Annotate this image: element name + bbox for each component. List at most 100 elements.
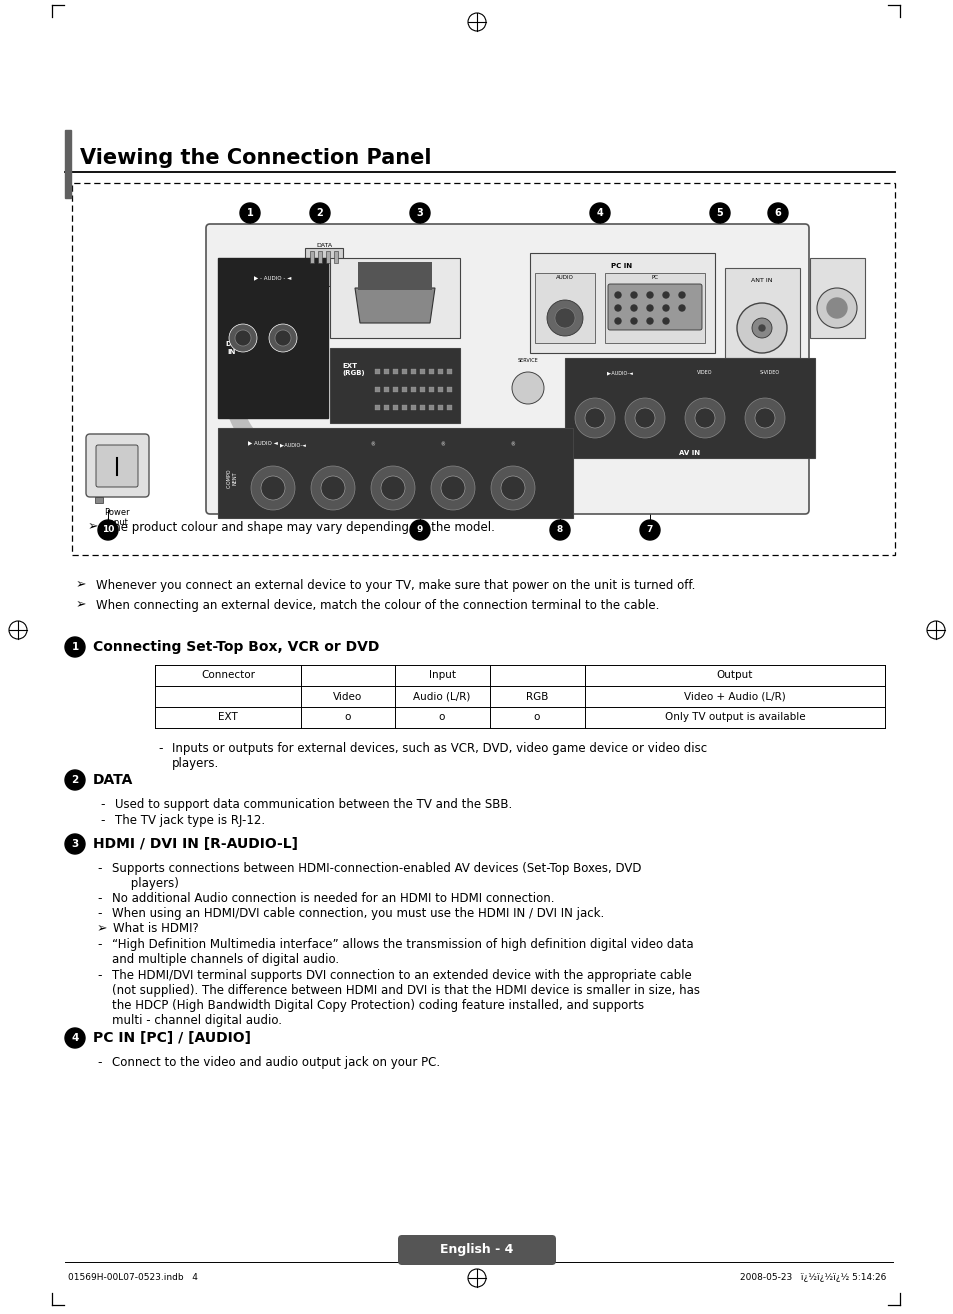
Bar xyxy=(419,369,424,374)
Text: Used to support data communication between the TV and the SBB.: Used to support data communication betwe… xyxy=(115,798,512,811)
Text: Video: Video xyxy=(333,691,362,702)
Text: the HDCP (High Bandwidth Digital Copy Protection) coding feature installed, and : the HDCP (High Bandwidth Digital Copy Pr… xyxy=(112,999,643,1012)
Text: “High Definition Multimedia interface” allows the transmission of high definitio: “High Definition Multimedia interface” a… xyxy=(112,938,693,951)
Text: HDMI/DVI IN: HDMI/DVI IN xyxy=(368,265,421,275)
Circle shape xyxy=(709,202,729,223)
Circle shape xyxy=(646,292,652,298)
Bar xyxy=(393,405,397,410)
Text: Input: Input xyxy=(429,670,456,681)
Circle shape xyxy=(751,318,771,338)
Polygon shape xyxy=(355,288,435,323)
Text: ®: ® xyxy=(510,442,515,447)
Circle shape xyxy=(754,409,774,428)
Text: RGB: RGB xyxy=(525,691,548,702)
Text: DVI
IN: DVI IN xyxy=(225,342,238,355)
Bar xyxy=(375,388,379,392)
Text: -: - xyxy=(97,907,101,920)
Text: ANT IN: ANT IN xyxy=(750,279,772,283)
Text: 5: 5 xyxy=(716,208,722,218)
Text: EXT
(RGB): EXT (RGB) xyxy=(341,363,364,376)
Bar xyxy=(384,369,389,374)
Text: 7: 7 xyxy=(646,526,653,535)
Circle shape xyxy=(684,398,724,438)
Text: AV IN: AV IN xyxy=(679,449,700,456)
Bar xyxy=(447,369,452,374)
Text: The HDMI/DVI terminal supports DVI connection to an extended device with the app: The HDMI/DVI terminal supports DVI conne… xyxy=(112,968,691,982)
Text: -: - xyxy=(97,968,101,982)
Bar xyxy=(375,369,379,374)
Circle shape xyxy=(431,466,475,510)
Bar xyxy=(218,428,573,518)
Text: -: - xyxy=(97,938,101,951)
Text: Only TV output is available: Only TV output is available xyxy=(664,712,804,723)
Circle shape xyxy=(320,476,345,501)
Circle shape xyxy=(639,520,659,540)
Text: multi - channel digital audio.: multi - channel digital audio. xyxy=(112,1014,282,1028)
Text: Supports connections between HDMI-connection-enabled AV devices (Set-Top Boxes, : Supports connections between HDMI-connec… xyxy=(112,862,640,875)
Text: No additional Audio connection is needed for an HDMI to HDMI connection.: No additional Audio connection is needed… xyxy=(112,892,554,905)
Text: S-VIDEO: S-VIDEO xyxy=(760,371,780,374)
Circle shape xyxy=(491,466,535,510)
Text: Connect to the video and audio output jack on your PC.: Connect to the video and audio output ja… xyxy=(112,1056,439,1070)
Text: When using an HDMI/DVI cable connection, you must use the HDMI IN / DVI IN jack.: When using an HDMI/DVI cable connection,… xyxy=(112,907,603,920)
Circle shape xyxy=(630,292,637,298)
Text: ➢: ➢ xyxy=(88,520,98,533)
Bar xyxy=(419,388,424,392)
Circle shape xyxy=(662,318,668,325)
Text: -: - xyxy=(97,862,101,875)
Circle shape xyxy=(274,330,291,346)
Bar xyxy=(330,258,459,338)
Circle shape xyxy=(546,300,582,336)
Text: 1: 1 xyxy=(247,208,253,218)
Text: When connecting an external device, match the colour of the connection terminal : When connecting an external device, matc… xyxy=(96,598,659,611)
Text: What is HDMI?: What is HDMI? xyxy=(112,922,198,936)
Text: VIDEO: VIDEO xyxy=(697,371,712,374)
Circle shape xyxy=(229,325,256,352)
Bar xyxy=(375,405,379,410)
Bar xyxy=(305,248,343,286)
Circle shape xyxy=(410,202,430,223)
Text: 4: 4 xyxy=(71,1033,78,1043)
Text: AUDIO: AUDIO xyxy=(556,275,574,280)
Circle shape xyxy=(615,318,620,325)
Text: players.: players. xyxy=(172,757,219,770)
Circle shape xyxy=(584,409,604,428)
Circle shape xyxy=(635,409,655,428)
Text: 3: 3 xyxy=(71,840,78,849)
Text: Whenever you connect an external device to your TV, make sure that power on the : Whenever you connect an external device … xyxy=(96,578,695,591)
Text: The TV jack type is RJ-12.: The TV jack type is RJ-12. xyxy=(115,813,265,827)
Bar xyxy=(447,388,452,392)
Text: Video + Audio (L/R): Video + Audio (L/R) xyxy=(683,691,785,702)
Circle shape xyxy=(311,466,355,510)
Bar xyxy=(334,251,337,263)
Text: -: - xyxy=(100,813,105,827)
Circle shape xyxy=(624,398,664,438)
Text: -: - xyxy=(158,742,162,756)
Circle shape xyxy=(65,1028,85,1049)
Circle shape xyxy=(646,318,652,325)
Bar xyxy=(357,261,432,290)
Text: Viewing the Connection Panel: Viewing the Connection Panel xyxy=(80,148,431,168)
Circle shape xyxy=(759,325,764,331)
Bar xyxy=(384,388,389,392)
Bar xyxy=(411,388,416,392)
Bar xyxy=(429,388,434,392)
Bar xyxy=(447,405,452,410)
Circle shape xyxy=(380,476,405,501)
Bar xyxy=(437,405,442,410)
Bar xyxy=(724,268,800,357)
Text: 10: 10 xyxy=(102,526,114,535)
Bar xyxy=(429,405,434,410)
Text: Output: Output xyxy=(716,670,753,681)
Circle shape xyxy=(251,466,294,510)
Text: 2: 2 xyxy=(316,208,323,218)
Text: 2008-05-23   ï¿½ï¿½ï¿½ 5:14:26: 2008-05-23 ï¿½ï¿½ï¿½ 5:14:26 xyxy=(739,1273,885,1282)
Circle shape xyxy=(234,330,251,346)
Circle shape xyxy=(630,318,637,325)
Circle shape xyxy=(550,520,569,540)
Text: -: - xyxy=(97,892,101,905)
Text: o: o xyxy=(344,712,351,723)
Bar xyxy=(604,273,704,343)
Text: C·OMPO
NENT: C·OMPO NENT xyxy=(227,468,237,487)
Circle shape xyxy=(816,288,856,328)
